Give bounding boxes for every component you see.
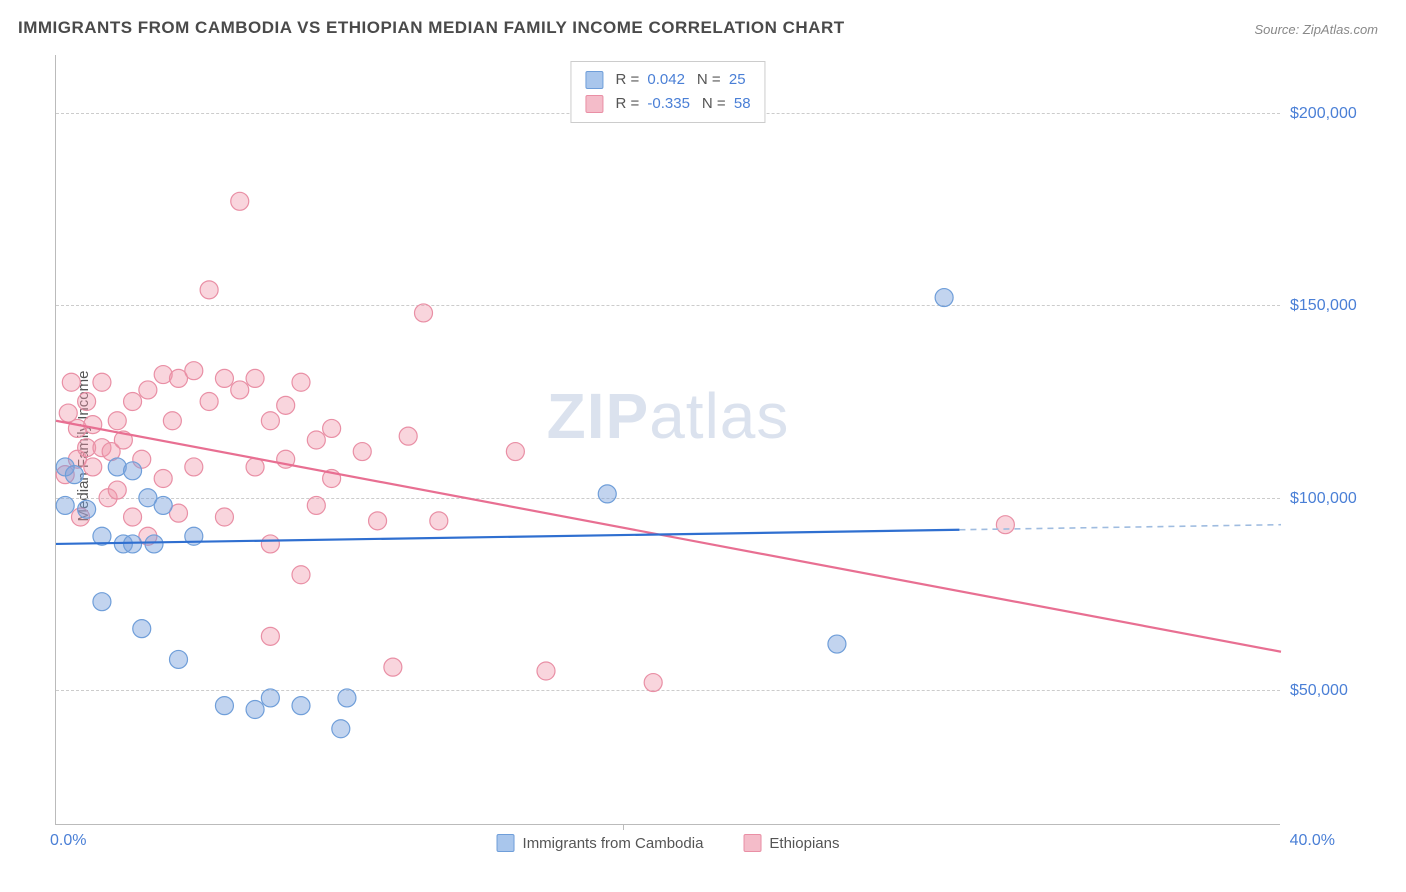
legend-item-cambodia: Immigrants from Cambodia — [497, 834, 704, 852]
data-point — [332, 720, 350, 738]
data-point — [215, 508, 233, 526]
data-point — [246, 458, 264, 476]
correlation-legend: R = 0.042 N = 25 R = -0.335 N = 58 — [570, 61, 765, 123]
data-point — [200, 281, 218, 299]
data-point — [145, 535, 163, 553]
data-point — [108, 481, 126, 499]
data-point — [996, 516, 1014, 534]
trend-line — [56, 421, 1281, 652]
legend-item-ethiopians: Ethiopians — [743, 834, 839, 852]
data-point — [163, 412, 181, 430]
data-point — [323, 419, 341, 437]
data-point — [124, 393, 142, 411]
data-point — [598, 485, 616, 503]
data-point — [415, 304, 433, 322]
data-point — [78, 393, 96, 411]
data-point — [261, 689, 279, 707]
data-point — [307, 496, 325, 514]
data-point — [154, 470, 172, 488]
plot-area: ZIPatlas $50,000$100,000$150,000$200,000… — [55, 55, 1280, 825]
data-point — [108, 412, 126, 430]
data-point — [170, 650, 188, 668]
y-tick-label: $50,000 — [1290, 682, 1390, 700]
data-point — [215, 697, 233, 715]
data-point — [935, 289, 953, 307]
data-point — [384, 658, 402, 676]
data-point — [231, 381, 249, 399]
data-point — [215, 369, 233, 387]
y-tick-label: $200,000 — [1290, 105, 1390, 123]
data-point — [261, 627, 279, 645]
data-point — [185, 362, 203, 380]
legend-row-ethiopians: R = -0.335 N = 58 — [585, 92, 750, 116]
data-point — [506, 443, 524, 461]
data-point — [292, 566, 310, 584]
data-point — [231, 192, 249, 210]
data-point — [62, 373, 80, 391]
data-point — [84, 416, 102, 434]
data-point — [369, 512, 387, 530]
chart-title: IMMIGRANTS FROM CAMBODIA VS ETHIOPIAN ME… — [18, 18, 845, 38]
x-tick-label: 0.0% — [50, 832, 86, 850]
y-tick-label: $150,000 — [1290, 297, 1390, 315]
series-legend: Immigrants from Cambodia Ethiopians — [497, 834, 840, 852]
data-point — [828, 635, 846, 653]
data-point — [261, 412, 279, 430]
data-point — [93, 373, 111, 391]
data-point — [124, 462, 142, 480]
data-point — [65, 466, 83, 484]
data-point — [185, 458, 203, 476]
data-point — [84, 458, 102, 476]
data-point — [338, 689, 356, 707]
data-point — [133, 620, 151, 638]
data-point — [200, 393, 218, 411]
data-point — [261, 535, 279, 553]
data-point — [124, 508, 142, 526]
data-point — [139, 381, 157, 399]
data-point — [93, 593, 111, 611]
data-point — [246, 369, 264, 387]
legend-row-cambodia: R = 0.042 N = 25 — [585, 68, 750, 92]
data-point — [124, 535, 142, 553]
data-point — [292, 697, 310, 715]
data-point — [154, 496, 172, 514]
data-point — [430, 512, 448, 530]
data-point — [78, 500, 96, 518]
scatter-svg — [56, 55, 1280, 824]
data-point — [292, 373, 310, 391]
data-point — [644, 674, 662, 692]
x-tick-mark — [623, 824, 624, 830]
y-tick-label: $100,000 — [1290, 490, 1390, 508]
data-point — [399, 427, 417, 445]
data-point — [246, 701, 264, 719]
x-tick-label: 40.0% — [1290, 832, 1335, 850]
data-point — [277, 396, 295, 414]
source-attribution: Source: ZipAtlas.com — [1254, 22, 1378, 37]
data-point — [307, 431, 325, 449]
data-point — [353, 443, 371, 461]
data-point — [56, 496, 74, 514]
data-point — [537, 662, 555, 680]
